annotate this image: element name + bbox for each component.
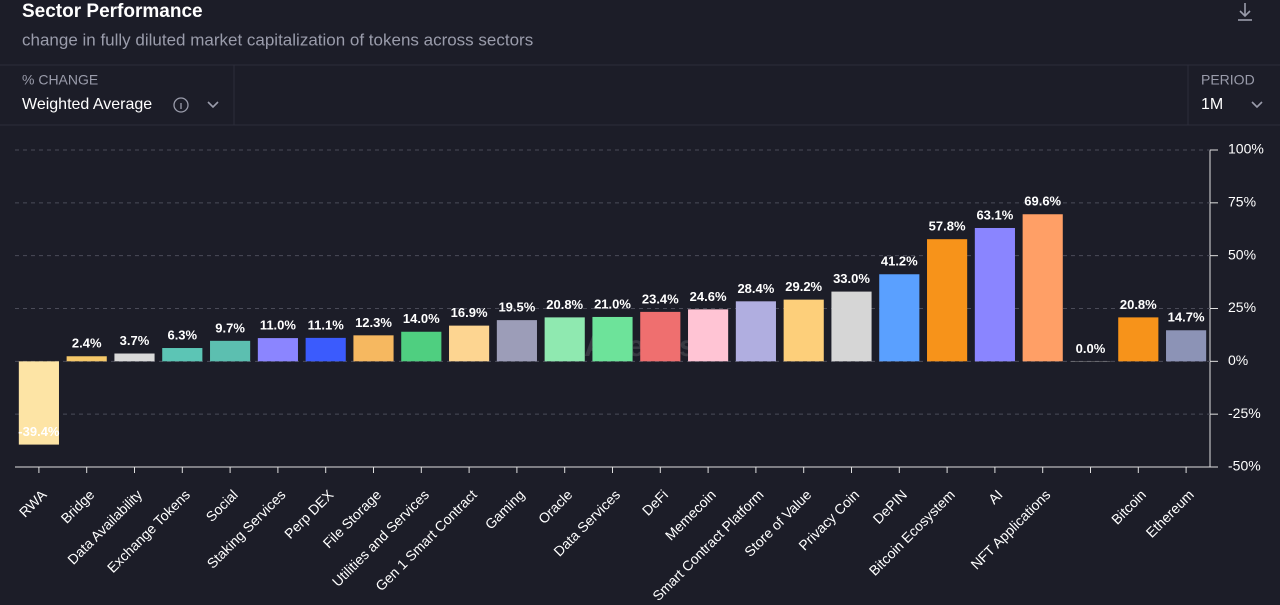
info-icon[interactable]	[173, 97, 189, 113]
value-label: 11.1%	[308, 317, 345, 332]
value-label: 63.1%	[976, 207, 1013, 222]
value-label: 14.0%	[403, 311, 440, 326]
period-label: PERIOD	[1201, 72, 1255, 88]
y-tick-label: 0%	[1228, 352, 1248, 368]
bar	[735, 301, 776, 362]
x-tick-label: DeFi	[639, 486, 671, 518]
value-label: 14.7%	[1168, 310, 1205, 325]
value-label: 9.7%	[215, 320, 245, 335]
bar	[449, 325, 490, 362]
bar	[879, 274, 920, 362]
value-label: 11.0%	[260, 318, 297, 333]
value-label: 0.0%	[1076, 341, 1106, 356]
bar	[257, 338, 298, 362]
value-label: 28.4%	[737, 281, 774, 296]
metric-label: % CHANGE	[22, 72, 98, 88]
value-label: 69.6%	[1024, 194, 1061, 209]
value-label: 12.3%	[355, 315, 392, 330]
value-label: 33.0%	[833, 271, 870, 286]
value-label: 41.2%	[881, 254, 918, 269]
bar	[114, 353, 155, 362]
x-tick-label: Gaming	[482, 486, 528, 532]
value-label: 20.8%	[1120, 297, 1157, 312]
bar	[66, 356, 107, 362]
metric-dropdown[interactable]: Weighted Average	[22, 96, 152, 113]
bar	[401, 331, 442, 362]
period-dropdown[interactable]: 1M	[1201, 96, 1223, 113]
x-tick-label: Bitcoin	[1108, 486, 1149, 527]
y-tick-label: 75%	[1228, 194, 1256, 210]
y-tick-label: 100%	[1228, 141, 1264, 157]
value-label: 3.7%	[120, 333, 150, 348]
x-tick-label: Bitcoin Ecosystem	[866, 486, 958, 578]
bar	[162, 348, 203, 362]
bar	[544, 317, 585, 362]
bar	[640, 311, 681, 362]
value-label: 21.0%	[594, 296, 631, 311]
value-label: 2.4%	[72, 336, 102, 351]
bar	[210, 340, 251, 362]
value-label: 19.5%	[498, 300, 535, 315]
chevron[interactable]	[207, 101, 219, 109]
bar	[783, 299, 824, 362]
bar	[305, 337, 346, 362]
bar	[1166, 330, 1207, 362]
title: Sector Performance	[22, 1, 203, 22]
x-tick-label: DePIN	[870, 486, 910, 526]
bar	[1070, 361, 1111, 362]
x-tick-label: AI	[985, 486, 1006, 507]
bar	[592, 316, 633, 362]
y-tick-label: -25%	[1228, 405, 1261, 421]
chevron[interactable]	[1251, 101, 1263, 109]
bar	[974, 227, 1015, 362]
x-tick-label: Oracle	[535, 486, 576, 527]
x-tick-label: Social	[203, 486, 241, 524]
value-label: 57.8%	[929, 219, 966, 234]
bar	[18, 361, 59, 445]
x-tick-label: Ethereum	[1143, 486, 1197, 540]
download-icon[interactable]	[1238, 3, 1252, 21]
value-label: 6.3%	[167, 327, 197, 342]
bar	[1118, 317, 1159, 362]
bar	[353, 335, 394, 362]
x-tick-label: NFT Applications	[967, 486, 1053, 572]
value-label: 16.9%	[451, 305, 488, 320]
value-label: 23.4%	[642, 291, 679, 306]
x-tick-label: Exchange Tokens	[104, 486, 193, 575]
subtitle: change in fully diluted market capitaliz…	[22, 30, 533, 49]
y-tick-label: 25%	[1228, 299, 1256, 315]
value-label: -39.4%	[18, 424, 60, 439]
value-label: 20.8%	[546, 297, 583, 312]
bar	[927, 239, 968, 362]
x-tick-label: Bridge	[58, 486, 98, 526]
value-label: 24.6%	[690, 289, 727, 304]
bar	[831, 291, 872, 362]
y-tick-label: -50%	[1228, 458, 1261, 474]
bar	[496, 320, 537, 362]
bar	[688, 309, 729, 362]
x-tick-label: RWA	[16, 486, 50, 520]
y-tick-label: 50%	[1228, 246, 1256, 262]
bar	[1022, 214, 1063, 362]
value-label: 29.2%	[785, 279, 822, 294]
